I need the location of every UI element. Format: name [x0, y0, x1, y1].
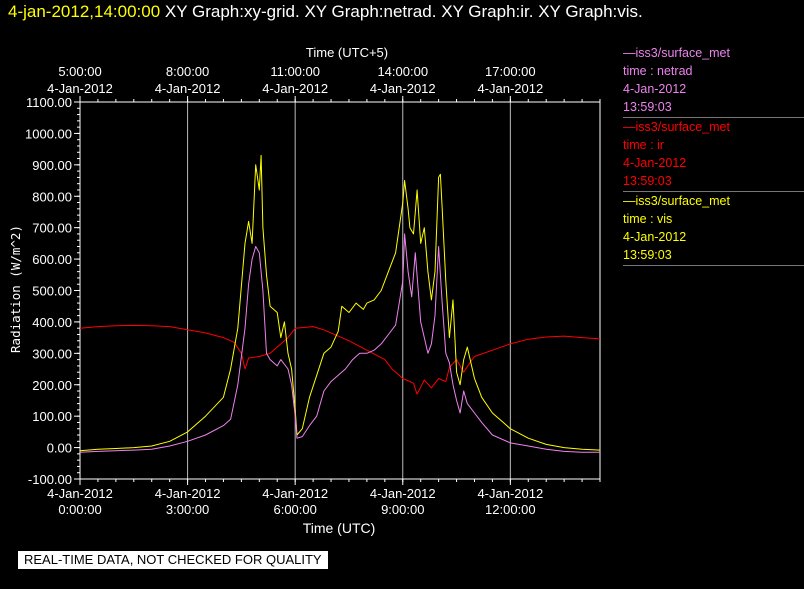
legend-item-netrad: —iss3/surface_met time : netrad 4-Jan-20…	[623, 44, 804, 118]
x2-tick-label-time: 11:00:00	[270, 64, 320, 79]
y-tick-label: 900.00	[32, 158, 72, 173]
y-tick-label: 500.00	[32, 284, 72, 299]
x-tick-label-date: 4-Jan-2012	[370, 486, 436, 501]
legend-item-ir: —iss3/surface_met time : ir 4-Jan-2012 1…	[623, 118, 804, 192]
y-tick-label: 400.00	[32, 315, 72, 330]
y-tick-label: -100.00	[28, 472, 72, 487]
x2-tick-label-time: 8:00:00	[166, 64, 209, 79]
x2-tick-label-date: 4-Jan-2012	[155, 81, 221, 96]
x2-axis-title: Time (UTC+5)	[306, 45, 388, 60]
x-tick-label-date: 4-Jan-2012	[477, 486, 543, 501]
y-tick-label: 300.00	[32, 346, 72, 361]
series-line	[79, 154, 601, 452]
y-tick-label: 600.00	[32, 252, 72, 267]
legend-item-vis: —iss3/surface_met time : vis 4-Jan-2012 …	[623, 192, 804, 266]
x-tick-label-time: 12:00:00	[485, 502, 536, 517]
legend-time: 13:59:03	[623, 248, 672, 262]
x2-tick-label-time: 17:00:00	[485, 64, 536, 79]
series-line	[79, 324, 601, 395]
x-tick-label-time: 6:00:00	[273, 502, 316, 517]
y-tick-label: 1000.00	[25, 126, 72, 141]
x2-tick-label-time: 14:00:00	[377, 64, 428, 79]
y-tick-label: 1100.00	[26, 95, 72, 110]
graph-name-vis: XY Graph:vis.	[538, 2, 643, 21]
legend-source: —iss3/surface_met	[623, 120, 730, 134]
x2-tick-label-date: 4-Jan-2012	[370, 81, 436, 96]
quality-notice: REAL-TIME DATA, NOT CHECKED FOR QUALITY	[18, 551, 328, 569]
y-axis-title: Radiation (W/m^2)	[8, 225, 23, 353]
x-axis-title: Time (UTC)	[303, 520, 376, 536]
y-tick-label: 100.00	[32, 409, 72, 424]
graph-name-ir: XY Graph:ir.	[441, 2, 534, 21]
legend-date: 4-Jan-2012	[623, 156, 687, 170]
legend-time: 13:59:03	[623, 174, 672, 188]
legend-date: 4-Jan-2012	[623, 230, 687, 244]
timestamp: 4-jan-2012,14:00:00	[8, 2, 161, 21]
y-tick-label: 800.00	[32, 189, 72, 204]
x2-tick-label-date: 4-Jan-2012	[477, 81, 543, 96]
legend-time: 13:59:03	[623, 100, 672, 114]
series-layer	[79, 154, 601, 453]
x-tick-label-date: 4-Jan-2012	[47, 486, 113, 501]
page-title: 4-jan-2012,14:00:00 XY Graph:xy-grid. XY…	[8, 2, 643, 22]
graph-name-grid: XY Graph:xy-grid.	[164, 2, 300, 21]
legend-date: 4-Jan-2012	[623, 82, 687, 96]
legend-variable: time : vis	[623, 212, 673, 226]
legend-source: —iss3/surface_met	[623, 194, 730, 208]
y-tick-label: 200.00	[32, 378, 72, 393]
axis-layer: 4-Jan-20120:00:004-Jan-20123:00:004-Jan-…	[25, 64, 601, 517]
graph-name-netrad: XY Graph:netrad.	[304, 2, 437, 21]
plot-frame	[79, 101, 601, 480]
legend-variable: time : netrad	[623, 64, 693, 78]
x-tick-label-date: 4-Jan-2012	[155, 486, 221, 501]
grid-layer	[187, 102, 511, 479]
x2-tick-label-date: 4-Jan-2012	[262, 81, 328, 96]
x2-tick-label-time: 5:00:00	[58, 64, 101, 79]
legend-variable: time : ir	[623, 138, 664, 152]
series-line	[79, 233, 600, 453]
y-tick-label: 0.00	[47, 441, 72, 456]
x-tick-label-date: 4-Jan-2012	[262, 486, 328, 501]
legend-source: —iss3/surface_met	[623, 46, 730, 60]
y-tick-label: 700.00	[32, 221, 72, 236]
x-tick-label-time: 3:00:00	[166, 502, 209, 517]
x2-tick-label-date: 4-Jan-2012	[47, 81, 113, 96]
x-tick-label-time: 0:00:00	[58, 502, 101, 517]
legend: —iss3/surface_met time : netrad 4-Jan-20…	[623, 44, 804, 266]
x-tick-label-time: 9:00:00	[381, 502, 424, 517]
